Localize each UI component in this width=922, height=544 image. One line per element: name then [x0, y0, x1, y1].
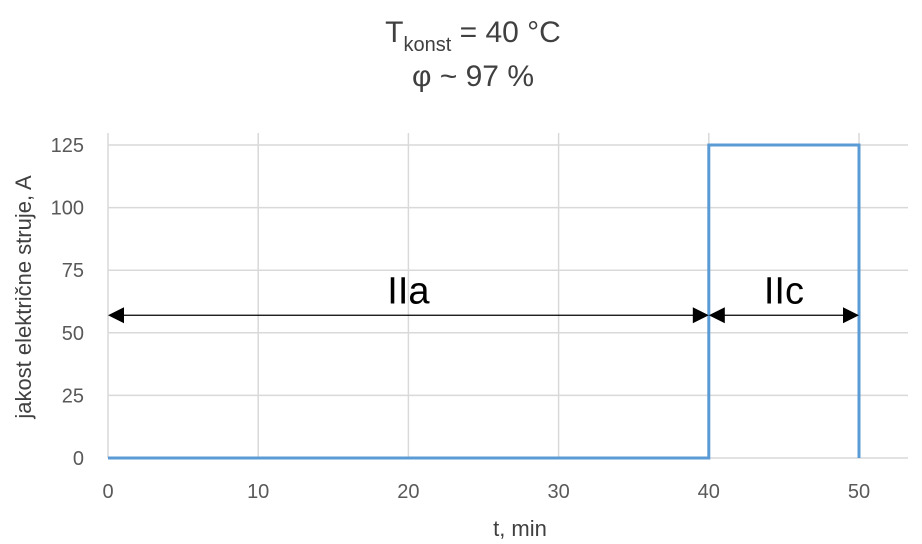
title-subscript: konst — [403, 34, 451, 56]
arrow-head-right — [843, 307, 859, 324]
x-tick-label: 50 — [848, 481, 870, 503]
y-tick-label: 100 — [51, 198, 84, 220]
x-tick-label: 10 — [247, 481, 269, 503]
x-axis-label: t, min — [493, 516, 547, 541]
arrow-head-right — [692, 307, 709, 324]
y-tick-label: 25 — [62, 385, 84, 407]
y-tick-label: 0 — [73, 448, 84, 470]
annotations: IIa IIc — [108, 270, 859, 324]
tick-labels: 0 10 20 30 40 50 0 25 50 75 100 125 — [51, 135, 871, 503]
x-tick-label: 20 — [397, 481, 419, 503]
chart-title-line1: Tkonst = 40 °C — [385, 16, 561, 56]
annotation-label: IIa — [387, 270, 430, 312]
chart-title-line2: φ ~ 97 % — [412, 60, 534, 93]
arrow-head-left — [708, 307, 725, 324]
y-tick-label: 50 — [62, 323, 84, 345]
annotation-arrow: IIa — [108, 270, 709, 324]
title-rest: = 40 °C — [451, 16, 561, 49]
x-tick-label: 40 — [698, 481, 720, 503]
title-main: T — [385, 16, 403, 49]
arrow-head-left — [108, 307, 124, 324]
y-tick-label: 75 — [62, 260, 84, 282]
y-axis-label: jakost električne struje, A — [11, 175, 36, 420]
annotation-label: IIc — [764, 270, 804, 312]
x-tick-label: 0 — [102, 481, 113, 503]
series-group — [108, 143, 861, 460]
annotation-arrow: IIc — [708, 270, 859, 324]
series-line — [108, 143, 861, 460]
x-tick-label: 30 — [547, 481, 569, 503]
y-tick-label: 125 — [51, 135, 84, 157]
